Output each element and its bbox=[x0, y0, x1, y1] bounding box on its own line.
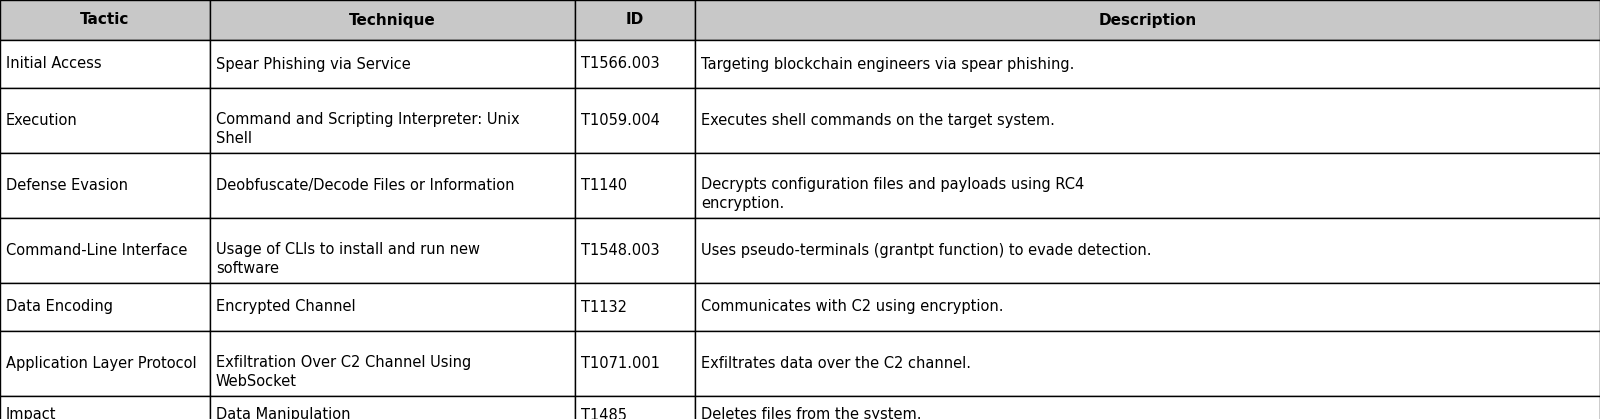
Bar bbox=[574, 88, 694, 153]
Text: Exfiltrates data over the C2 channel.: Exfiltrates data over the C2 channel. bbox=[701, 356, 971, 371]
Bar bbox=[574, 331, 694, 396]
Text: T1071.001: T1071.001 bbox=[581, 356, 661, 371]
Bar bbox=[574, 40, 694, 88]
Bar bbox=[574, 153, 694, 218]
Bar bbox=[694, 331, 1600, 396]
Bar bbox=[694, 0, 1600, 40]
Text: Execution: Execution bbox=[6, 113, 78, 128]
Text: Technique: Technique bbox=[349, 13, 435, 28]
Text: Command-Line Interface: Command-Line Interface bbox=[6, 243, 187, 258]
Text: Deobfuscate/Decode Files or Information: Deobfuscate/Decode Files or Information bbox=[216, 178, 515, 193]
Bar bbox=[574, 396, 694, 419]
Bar bbox=[694, 153, 1600, 218]
Text: Application Layer Protocol: Application Layer Protocol bbox=[6, 356, 197, 371]
Text: Deletes files from the system.: Deletes files from the system. bbox=[701, 408, 922, 419]
Bar bbox=[574, 283, 694, 331]
Text: Command and Scripting Interpreter: Unix
Shell: Command and Scripting Interpreter: Unix … bbox=[216, 112, 520, 146]
Bar bbox=[0, 88, 210, 153]
Text: Data Manipulation: Data Manipulation bbox=[216, 408, 350, 419]
Text: Usage of CLIs to install and run new
software: Usage of CLIs to install and run new sof… bbox=[216, 243, 480, 276]
Text: T1059.004: T1059.004 bbox=[581, 113, 659, 128]
Text: Data Encoding: Data Encoding bbox=[6, 300, 114, 315]
Text: Executes shell commands on the target system.: Executes shell commands on the target sy… bbox=[701, 113, 1054, 128]
Text: Description: Description bbox=[1098, 13, 1197, 28]
Text: Spear Phishing via Service: Spear Phishing via Service bbox=[216, 57, 411, 72]
Bar bbox=[574, 0, 694, 40]
Bar bbox=[694, 283, 1600, 331]
Bar bbox=[0, 283, 210, 331]
Text: ID: ID bbox=[626, 13, 645, 28]
Text: T1140: T1140 bbox=[581, 178, 627, 193]
Text: T1132: T1132 bbox=[581, 300, 627, 315]
Bar bbox=[210, 218, 574, 283]
Bar bbox=[210, 283, 574, 331]
Bar bbox=[210, 40, 574, 88]
Text: Tactic: Tactic bbox=[80, 13, 130, 28]
Bar bbox=[0, 396, 210, 419]
Text: Exfiltration Over C2 Channel Using
WebSocket: Exfiltration Over C2 Channel Using WebSo… bbox=[216, 355, 472, 389]
Bar bbox=[0, 331, 210, 396]
Text: Uses pseudo-terminals (grantpt function) to evade detection.: Uses pseudo-terminals (grantpt function)… bbox=[701, 243, 1152, 258]
Bar bbox=[694, 218, 1600, 283]
Bar bbox=[694, 40, 1600, 88]
Bar bbox=[574, 218, 694, 283]
Bar bbox=[210, 153, 574, 218]
Text: Initial Access: Initial Access bbox=[6, 57, 102, 72]
Bar bbox=[210, 396, 574, 419]
Bar bbox=[210, 331, 574, 396]
Text: Communicates with C2 using encryption.: Communicates with C2 using encryption. bbox=[701, 300, 1003, 315]
Bar bbox=[694, 396, 1600, 419]
Text: T1485: T1485 bbox=[581, 408, 627, 419]
Text: Impact: Impact bbox=[6, 408, 56, 419]
Bar bbox=[0, 153, 210, 218]
Bar bbox=[210, 0, 574, 40]
Text: Defense Evasion: Defense Evasion bbox=[6, 178, 128, 193]
Text: Encrypted Channel: Encrypted Channel bbox=[216, 300, 355, 315]
Bar bbox=[0, 218, 210, 283]
Bar bbox=[0, 40, 210, 88]
Bar bbox=[0, 0, 210, 40]
Bar bbox=[694, 88, 1600, 153]
Text: T1566.003: T1566.003 bbox=[581, 57, 659, 72]
Text: Decrypts configuration files and payloads using RC4
encryption.: Decrypts configuration files and payload… bbox=[701, 177, 1085, 211]
Text: T1548.003: T1548.003 bbox=[581, 243, 659, 258]
Text: Targeting blockchain engineers via spear phishing.: Targeting blockchain engineers via spear… bbox=[701, 57, 1074, 72]
Bar bbox=[210, 88, 574, 153]
